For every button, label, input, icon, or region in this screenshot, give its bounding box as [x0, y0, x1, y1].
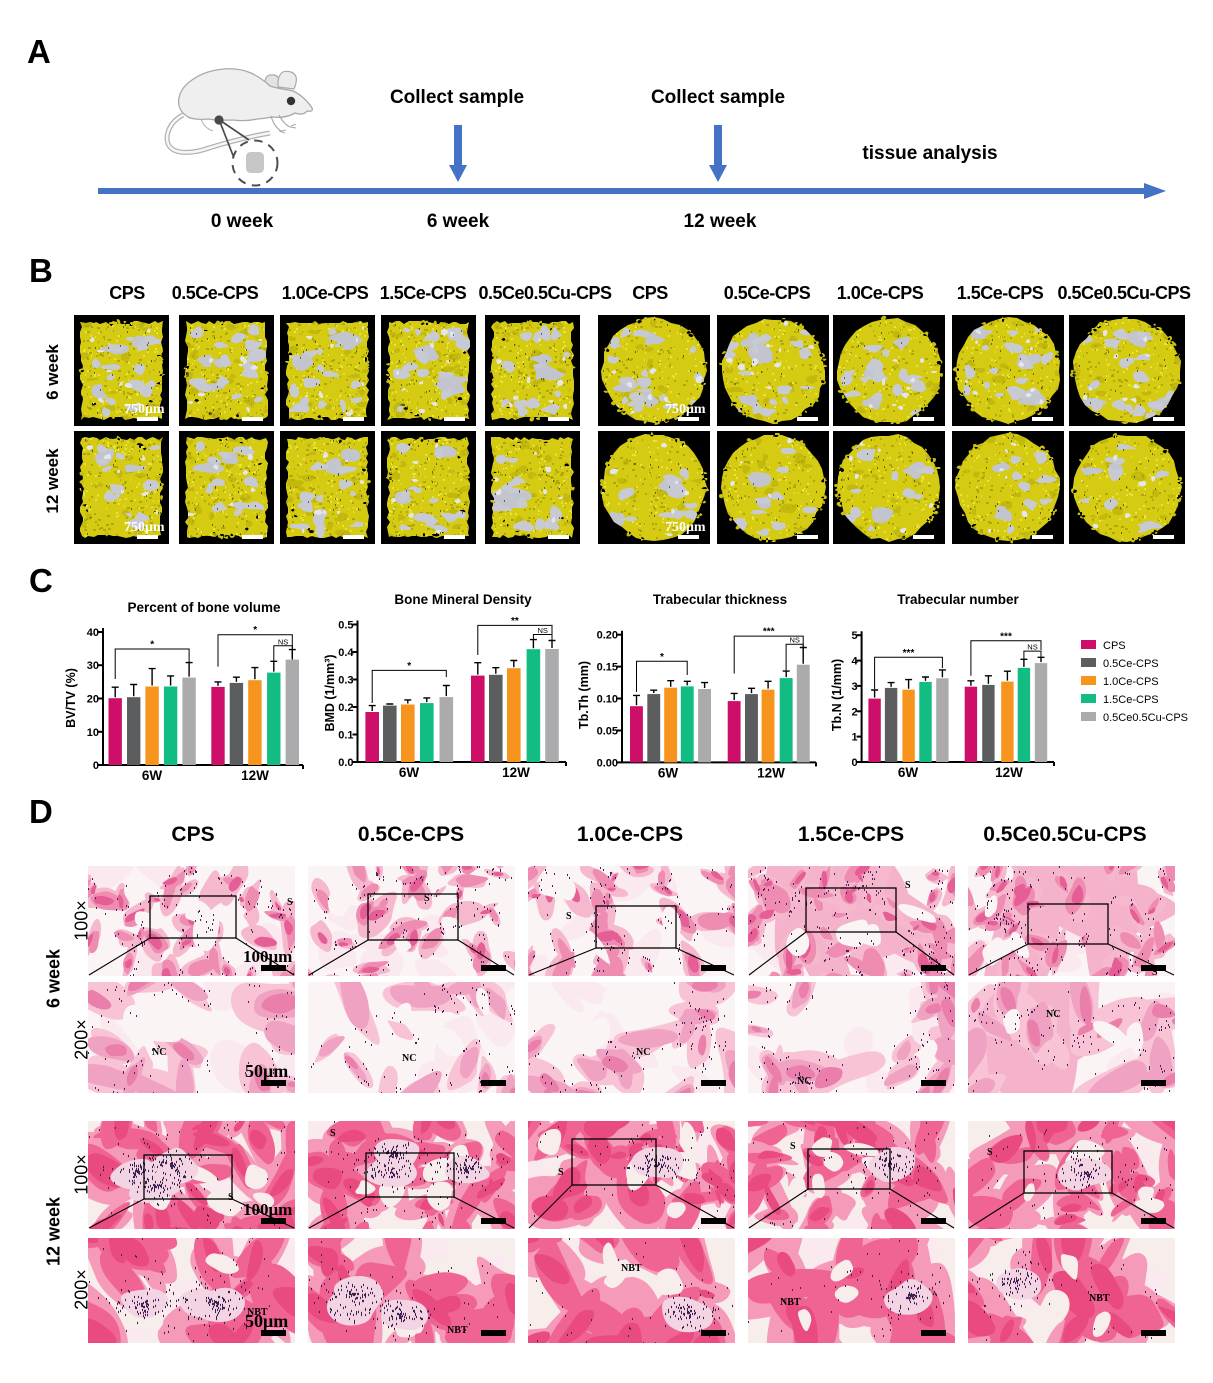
- svg-text:0.10: 0.10: [597, 694, 618, 706]
- svg-text:NS: NS: [789, 636, 799, 645]
- svg-text:3: 3: [851, 681, 857, 693]
- svg-text:*: *: [660, 652, 664, 663]
- svg-text:6W: 6W: [399, 765, 420, 780]
- svg-text:***: ***: [763, 627, 775, 638]
- svg-text:6W: 6W: [142, 768, 163, 783]
- svg-text:0.0: 0.0: [338, 757, 353, 769]
- svg-text:0: 0: [93, 760, 99, 772]
- svg-text:CPS: CPS: [1103, 640, 1126, 652]
- svg-text:750μm: 750μm: [124, 402, 165, 417]
- svg-text:***: ***: [903, 648, 915, 659]
- svg-text:5: 5: [851, 630, 857, 642]
- svg-text:6W: 6W: [898, 765, 919, 780]
- svg-text:6W: 6W: [658, 765, 679, 780]
- svg-text:*: *: [150, 640, 154, 651]
- svg-text:Tb.Th (mm): Tb.Th (mm): [577, 661, 591, 729]
- svg-text:30: 30: [87, 660, 99, 672]
- svg-text:50μm: 50μm: [245, 1311, 288, 1331]
- svg-text:0.1: 0.1: [338, 730, 353, 742]
- svg-text:0: 0: [851, 757, 857, 769]
- svg-text:0.20: 0.20: [597, 630, 618, 642]
- svg-text:1.5Ce-CPS: 1.5Ce-CPS: [1103, 694, 1159, 706]
- svg-text:100μm: 100μm: [243, 1200, 292, 1219]
- svg-text:40: 40: [87, 627, 99, 639]
- svg-text:***: ***: [1000, 631, 1012, 642]
- svg-text:NS: NS: [1027, 643, 1037, 652]
- svg-text:750μm: 750μm: [665, 520, 706, 535]
- svg-text:BMD (1/mm³): BMD (1/mm³): [323, 654, 337, 731]
- svg-text:2: 2: [851, 706, 857, 718]
- svg-text:0.4: 0.4: [338, 647, 354, 659]
- svg-text:Trabecular number: Trabecular number: [897, 592, 1019, 607]
- svg-text:0.5Ce-CPS: 0.5Ce-CPS: [1103, 658, 1159, 670]
- svg-text:12W: 12W: [757, 765, 785, 780]
- svg-text:*: *: [407, 661, 411, 672]
- svg-text:*: *: [253, 625, 257, 636]
- svg-text:12W: 12W: [502, 765, 530, 780]
- svg-text:Bone Mineral Density: Bone Mineral Density: [394, 592, 532, 607]
- svg-text:Trabecular thickness: Trabecular thickness: [653, 592, 787, 607]
- svg-text:BV/TV (%): BV/TV (%): [64, 668, 78, 728]
- svg-text:1: 1: [851, 732, 857, 744]
- svg-text:0.5Ce0.5Cu-CPS: 0.5Ce0.5Cu-CPS: [1103, 712, 1188, 724]
- svg-text:0.00: 0.00: [597, 757, 618, 769]
- svg-text:100μm: 100μm: [243, 947, 292, 966]
- svg-text:0.2: 0.2: [338, 702, 353, 714]
- svg-text:**: **: [511, 616, 519, 627]
- svg-text:0.3: 0.3: [338, 675, 353, 687]
- svg-text:1.0Ce-CPS: 1.0Ce-CPS: [1103, 676, 1159, 688]
- svg-text:20: 20: [87, 694, 99, 706]
- svg-text:0.05: 0.05: [597, 726, 618, 738]
- svg-text:750μm: 750μm: [124, 520, 165, 535]
- svg-text:0.15: 0.15: [597, 662, 618, 674]
- svg-text:NS: NS: [537, 626, 547, 635]
- svg-text:750μm: 750μm: [665, 402, 706, 417]
- svg-text:Percent of bone volume: Percent of bone volume: [127, 600, 281, 615]
- svg-text:50μm: 50μm: [245, 1061, 288, 1081]
- svg-text:10: 10: [87, 727, 99, 739]
- svg-text:Tb.N (1/mm): Tb.N (1/mm): [830, 659, 844, 731]
- svg-text:12W: 12W: [995, 765, 1023, 780]
- svg-text:NS: NS: [278, 637, 288, 646]
- svg-text:12W: 12W: [241, 768, 269, 783]
- svg-text:4: 4: [851, 656, 858, 668]
- svg-text:0.5: 0.5: [338, 620, 353, 632]
